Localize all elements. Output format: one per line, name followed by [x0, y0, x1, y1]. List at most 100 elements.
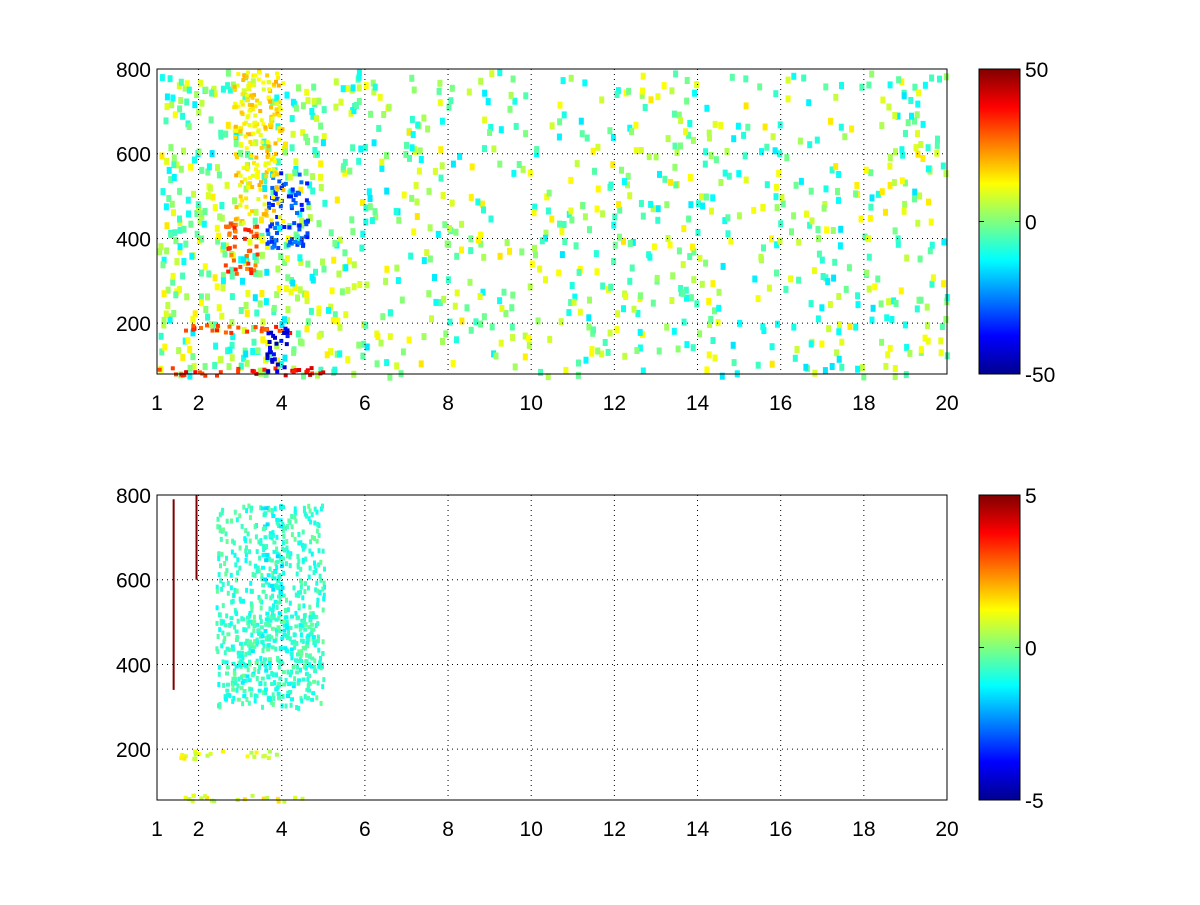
- top-speckle-cell: [854, 181, 860, 189]
- bottom-speckle-cell: [268, 566, 272, 572]
- top-region-cell: [261, 327, 266, 332]
- top-region-cell: [241, 78, 246, 82]
- top-speckle-cell: [788, 275, 794, 283]
- top-region-cell: [236, 325, 241, 330]
- bottom-region-cell: [252, 619, 257, 624]
- bottom-speckle-cell: [248, 538, 252, 544]
- bottom-speckle-cell: [258, 555, 262, 561]
- bottom-speckle-cell: [268, 556, 272, 562]
- top-speckle-cell: [468, 193, 474, 201]
- top-speckle-cell: [275, 158, 281, 166]
- bottom-speckle-cell: [275, 546, 279, 552]
- top-speckle-cell: [929, 241, 935, 249]
- top-speckle-cell: [176, 286, 182, 294]
- top-speckle-cell: [307, 181, 313, 189]
- bottom-x-ticks: 1 2 4 6 8 10 12 14 16 18 20: [151, 818, 959, 841]
- top-speckle-cell: [678, 285, 684, 292]
- bottom-speckle-cell: [297, 603, 301, 609]
- top-region-cell: [233, 101, 238, 106]
- bottom-speckle-cell: [233, 509, 237, 515]
- top-y-tick-label: 600: [116, 144, 151, 167]
- bottom-region-cell: [311, 637, 316, 642]
- bottom-speckle-cell: [230, 518, 233, 524]
- bottom-speckle-cell: [281, 528, 285, 533]
- bottom-speckle-cell: [281, 540, 285, 546]
- bottom-speckle-cell: [258, 664, 261, 670]
- bottom-region-cell: [281, 556, 285, 561]
- top-speckle-cell: [509, 304, 515, 312]
- bottom-speckle-cell: [218, 512, 222, 518]
- bottom-region-cell: [180, 752, 185, 757]
- bottom-region-cell: [224, 660, 229, 665]
- bottom-speckle-cell: [321, 503, 324, 509]
- top-speckle-cell: [300, 102, 306, 110]
- top-speckle-cell: [812, 369, 818, 377]
- top-region-cell: [293, 193, 298, 198]
- top-speckle-cell: [164, 103, 170, 111]
- top-speckle-cell: [691, 276, 697, 284]
- top-speckle-cell: [305, 97, 311, 105]
- top-speckle-cell: [225, 82, 231, 90]
- top-speckle-cell: [655, 93, 661, 101]
- top-speckle-cell: [797, 137, 803, 145]
- top-speckle-cell: [635, 310, 641, 317]
- bottom-region-cell: [234, 629, 239, 634]
- top-region-cell: [264, 174, 269, 179]
- bottom-speckle-cell: [215, 620, 219, 626]
- bottom-region-cell: [289, 681, 294, 686]
- bottom-speckle-cell: [231, 598, 235, 604]
- top-speckle-cell: [395, 277, 401, 284]
- top-speckle-cell: [205, 192, 211, 200]
- top-speckle-cell: [421, 257, 427, 265]
- top-speckle-cell: [161, 316, 167, 324]
- top-region-cell: [253, 167, 258, 172]
- top-speckle-cell: [324, 351, 330, 359]
- top-speckle-cell: [875, 275, 881, 283]
- top-speckle-cell: [784, 154, 790, 162]
- top-speckle-cell: [914, 305, 920, 313]
- bottom-speckle-cell: [242, 504, 246, 510]
- bottom-speckle-cell: [288, 519, 292, 525]
- top-speckle-cell: [321, 106, 327, 114]
- top-speckle-cell: [286, 235, 291, 243]
- bottom-region-cell: [296, 652, 300, 657]
- top-speckle-cell: [592, 167, 597, 175]
- bottom-speckle-cell: [216, 649, 220, 655]
- top-speckle-cell: [900, 151, 906, 159]
- top-speckle-cell: [411, 228, 417, 236]
- bottom-region-cell: [234, 638, 239, 642]
- bottom-speckle-cell: [295, 571, 299, 577]
- top-speckle-cell: [868, 203, 874, 211]
- top-speckle-cell: [773, 90, 779, 98]
- bottom-region-cell: [307, 681, 312, 686]
- bottom-speckle-cell: [231, 698, 235, 704]
- top-speckle-cell: [855, 301, 861, 309]
- bottom-speckle-cell: [287, 630, 290, 635]
- bottom-region-cell: [274, 752, 279, 757]
- top-region-cell: [257, 183, 262, 188]
- top-speckle-cell: [527, 283, 533, 291]
- bottom-speckle-cell: [264, 690, 268, 696]
- bottom-speckle-cell: [315, 580, 319, 586]
- bottom-speckle-cell: [299, 540, 303, 546]
- top-speckle-cell: [227, 86, 233, 94]
- bottom-region-cell: [254, 660, 259, 665]
- top-region-cell: [282, 225, 287, 229]
- top-region-cell: [261, 122, 266, 127]
- bottom-region-cell: [276, 691, 281, 696]
- top-region-cell: [226, 224, 231, 229]
- top-speckle-cell: [549, 215, 555, 223]
- top-speckle-cell: [351, 107, 357, 114]
- top-speckle-cell: [647, 253, 653, 261]
- top-speckle-cell: [918, 346, 924, 354]
- top-speckle-cell: [176, 347, 182, 355]
- top-speckle-cell: [633, 147, 639, 155]
- top-speckle-cell: [939, 323, 945, 330]
- bottom-region-cell: [286, 694, 290, 699]
- bottom-region-cell: [310, 656, 315, 661]
- bottom-region-cell: [307, 688, 312, 693]
- bottom-speckle-cell: [259, 656, 263, 661]
- top-region-cell: [286, 194, 291, 199]
- top-speckle-cell: [466, 88, 472, 96]
